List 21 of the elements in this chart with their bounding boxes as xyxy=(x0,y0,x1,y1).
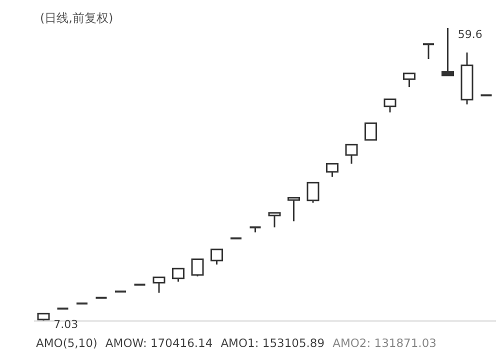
candlestick xyxy=(210,248,223,266)
candlestick xyxy=(326,163,338,178)
candlestick xyxy=(172,268,184,282)
text: AMO2: 131871.03 xyxy=(332,336,436,350)
candlestick xyxy=(191,258,204,278)
candlestick xyxy=(384,98,396,114)
text: AMO(5,10) xyxy=(36,336,98,350)
annotation: 59.6 xyxy=(458,28,482,41)
candlestick xyxy=(152,276,166,294)
annotation: 7.03 xyxy=(54,318,78,331)
candlestick xyxy=(442,28,454,76)
text: AMO1: 153105.89 xyxy=(220,336,325,350)
candlestick xyxy=(345,144,358,165)
candlestick xyxy=(422,43,435,60)
candlestick xyxy=(288,197,300,222)
candlestick xyxy=(364,122,377,141)
candlestick xyxy=(403,72,416,88)
text: AMOW: 170416.14 xyxy=(105,336,213,350)
candlestick xyxy=(306,182,320,204)
candlestick xyxy=(268,212,281,228)
chart-title: (日线,前复权) xyxy=(40,10,114,27)
